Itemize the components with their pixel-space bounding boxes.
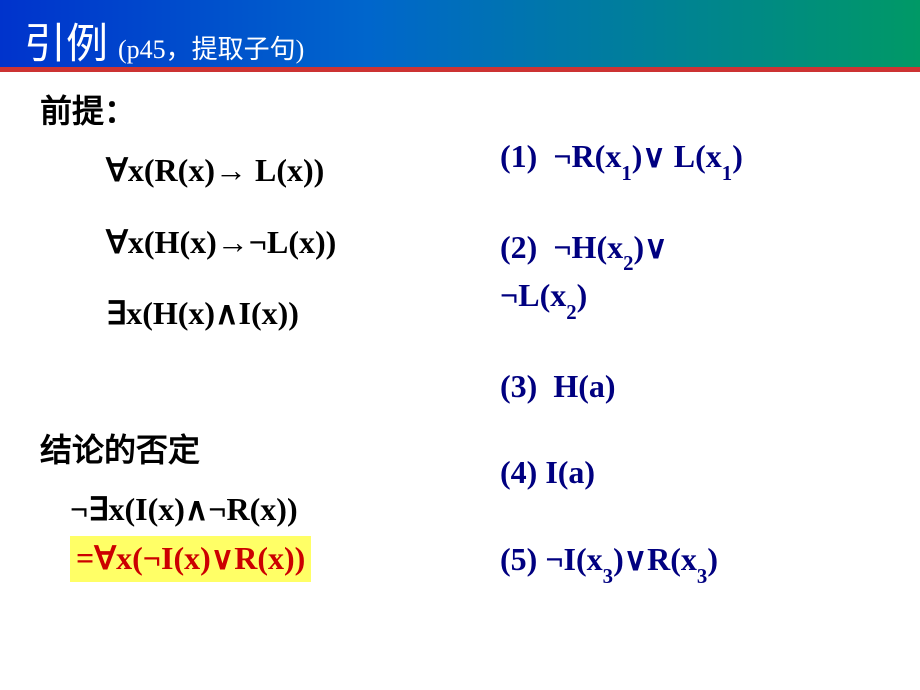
- premise-heading: 前提：: [40, 86, 500, 132]
- premise-1: ∀x(R(x)→ L(x)): [40, 150, 500, 192]
- premise-3: ∃x(H(x)∧I(x)): [40, 293, 500, 335]
- clause-2: (2) ¬H(x2)∨¬L(x2): [500, 225, 880, 322]
- slide-content: 前提： ∀x(R(x)→ L(x)) ∀x(H(x)→¬L(x)) ∃x(H(x…: [0, 72, 920, 628]
- clause-1: (1) ¬R(x1)∨ L(x1): [500, 134, 880, 183]
- left-column: 前提： ∀x(R(x)→ L(x)) ∀x(H(x)→¬L(x)) ∃x(H(x…: [40, 86, 500, 628]
- clause-3: (3) H(a): [500, 364, 880, 409]
- neg-conclusion-equiv: =∀x(¬I(x)∨R(x)): [40, 536, 500, 582]
- clause-5: (5) ¬I(x3)∨R(x3): [500, 537, 880, 586]
- header-title: 引例: [24, 10, 108, 71]
- right-column: (1) ¬R(x1)∨ L(x1) (2) ¬H(x2)∨¬L(x2) (3) …: [500, 86, 880, 628]
- clause-4: (4) I(a): [500, 450, 880, 495]
- premise-2: ∀x(H(x)→¬L(x)): [40, 222, 500, 264]
- highlighted-equiv: =∀x(¬I(x)∨R(x)): [70, 536, 311, 582]
- header-subtitle: (p45，提取子句): [118, 29, 304, 66]
- neg-conclusion-heading: 结论的否定: [40, 425, 500, 471]
- slide-header: 引例 (p45，提取子句): [0, 0, 920, 72]
- neg-conclusion-formula: ¬∃x(I(x)∧¬R(x)): [40, 489, 500, 531]
